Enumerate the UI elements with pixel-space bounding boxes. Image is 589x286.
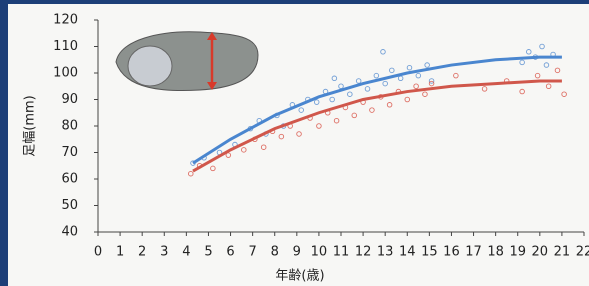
y-tick-label: 50 xyxy=(61,198,78,213)
x-tick-label: 11 xyxy=(333,245,350,260)
y-tick-label: 120 xyxy=(53,13,78,28)
heel xyxy=(128,46,172,86)
y-tick-label: 40 xyxy=(61,225,78,240)
foot-illustration xyxy=(116,32,258,91)
x-axis-title: 年齢(歳) xyxy=(275,269,324,284)
x-tick-label: 5 xyxy=(204,245,212,260)
x-tick-label: 1 xyxy=(116,245,124,260)
x-tick-label: 2 xyxy=(138,245,146,260)
x-tick-label: 8 xyxy=(271,245,279,260)
x-tick-label: 18 xyxy=(487,245,504,260)
x-tick-label: 14 xyxy=(399,245,416,260)
x-tick-label: 3 xyxy=(160,245,168,260)
x-tick-label: 21 xyxy=(554,245,571,260)
y-tick-label: 70 xyxy=(61,145,78,160)
y-axis-title: 足幅(mm) xyxy=(23,95,38,156)
x-tick-label: 15 xyxy=(421,245,438,260)
x-tick-label: 16 xyxy=(443,245,460,260)
x-tick-label: 12 xyxy=(355,245,372,260)
x-tick-label: 22 xyxy=(576,245,589,260)
x-tick-label: 7 xyxy=(248,245,256,260)
x-tick-label: 4 xyxy=(182,245,190,260)
chart: 年齢(歳) 足幅(mm) 405060708090100110120012345… xyxy=(0,0,589,286)
y-tick-label: 110 xyxy=(53,39,78,54)
y-tick-label: 80 xyxy=(61,119,78,134)
x-tick-label: 13 xyxy=(377,245,394,260)
x-tick-label: 20 xyxy=(532,245,549,260)
x-tick-label: 19 xyxy=(509,245,526,260)
y-tick-label: 90 xyxy=(61,92,78,107)
x-tick-label: 0 xyxy=(94,245,102,260)
x-tick-label: 10 xyxy=(311,245,328,260)
x-tick-label: 6 xyxy=(226,245,234,260)
x-tick-label: 9 xyxy=(293,245,301,260)
x-tick-label: 17 xyxy=(465,245,482,260)
y-tick-label: 60 xyxy=(61,172,78,187)
y-tick-label: 100 xyxy=(53,66,78,81)
